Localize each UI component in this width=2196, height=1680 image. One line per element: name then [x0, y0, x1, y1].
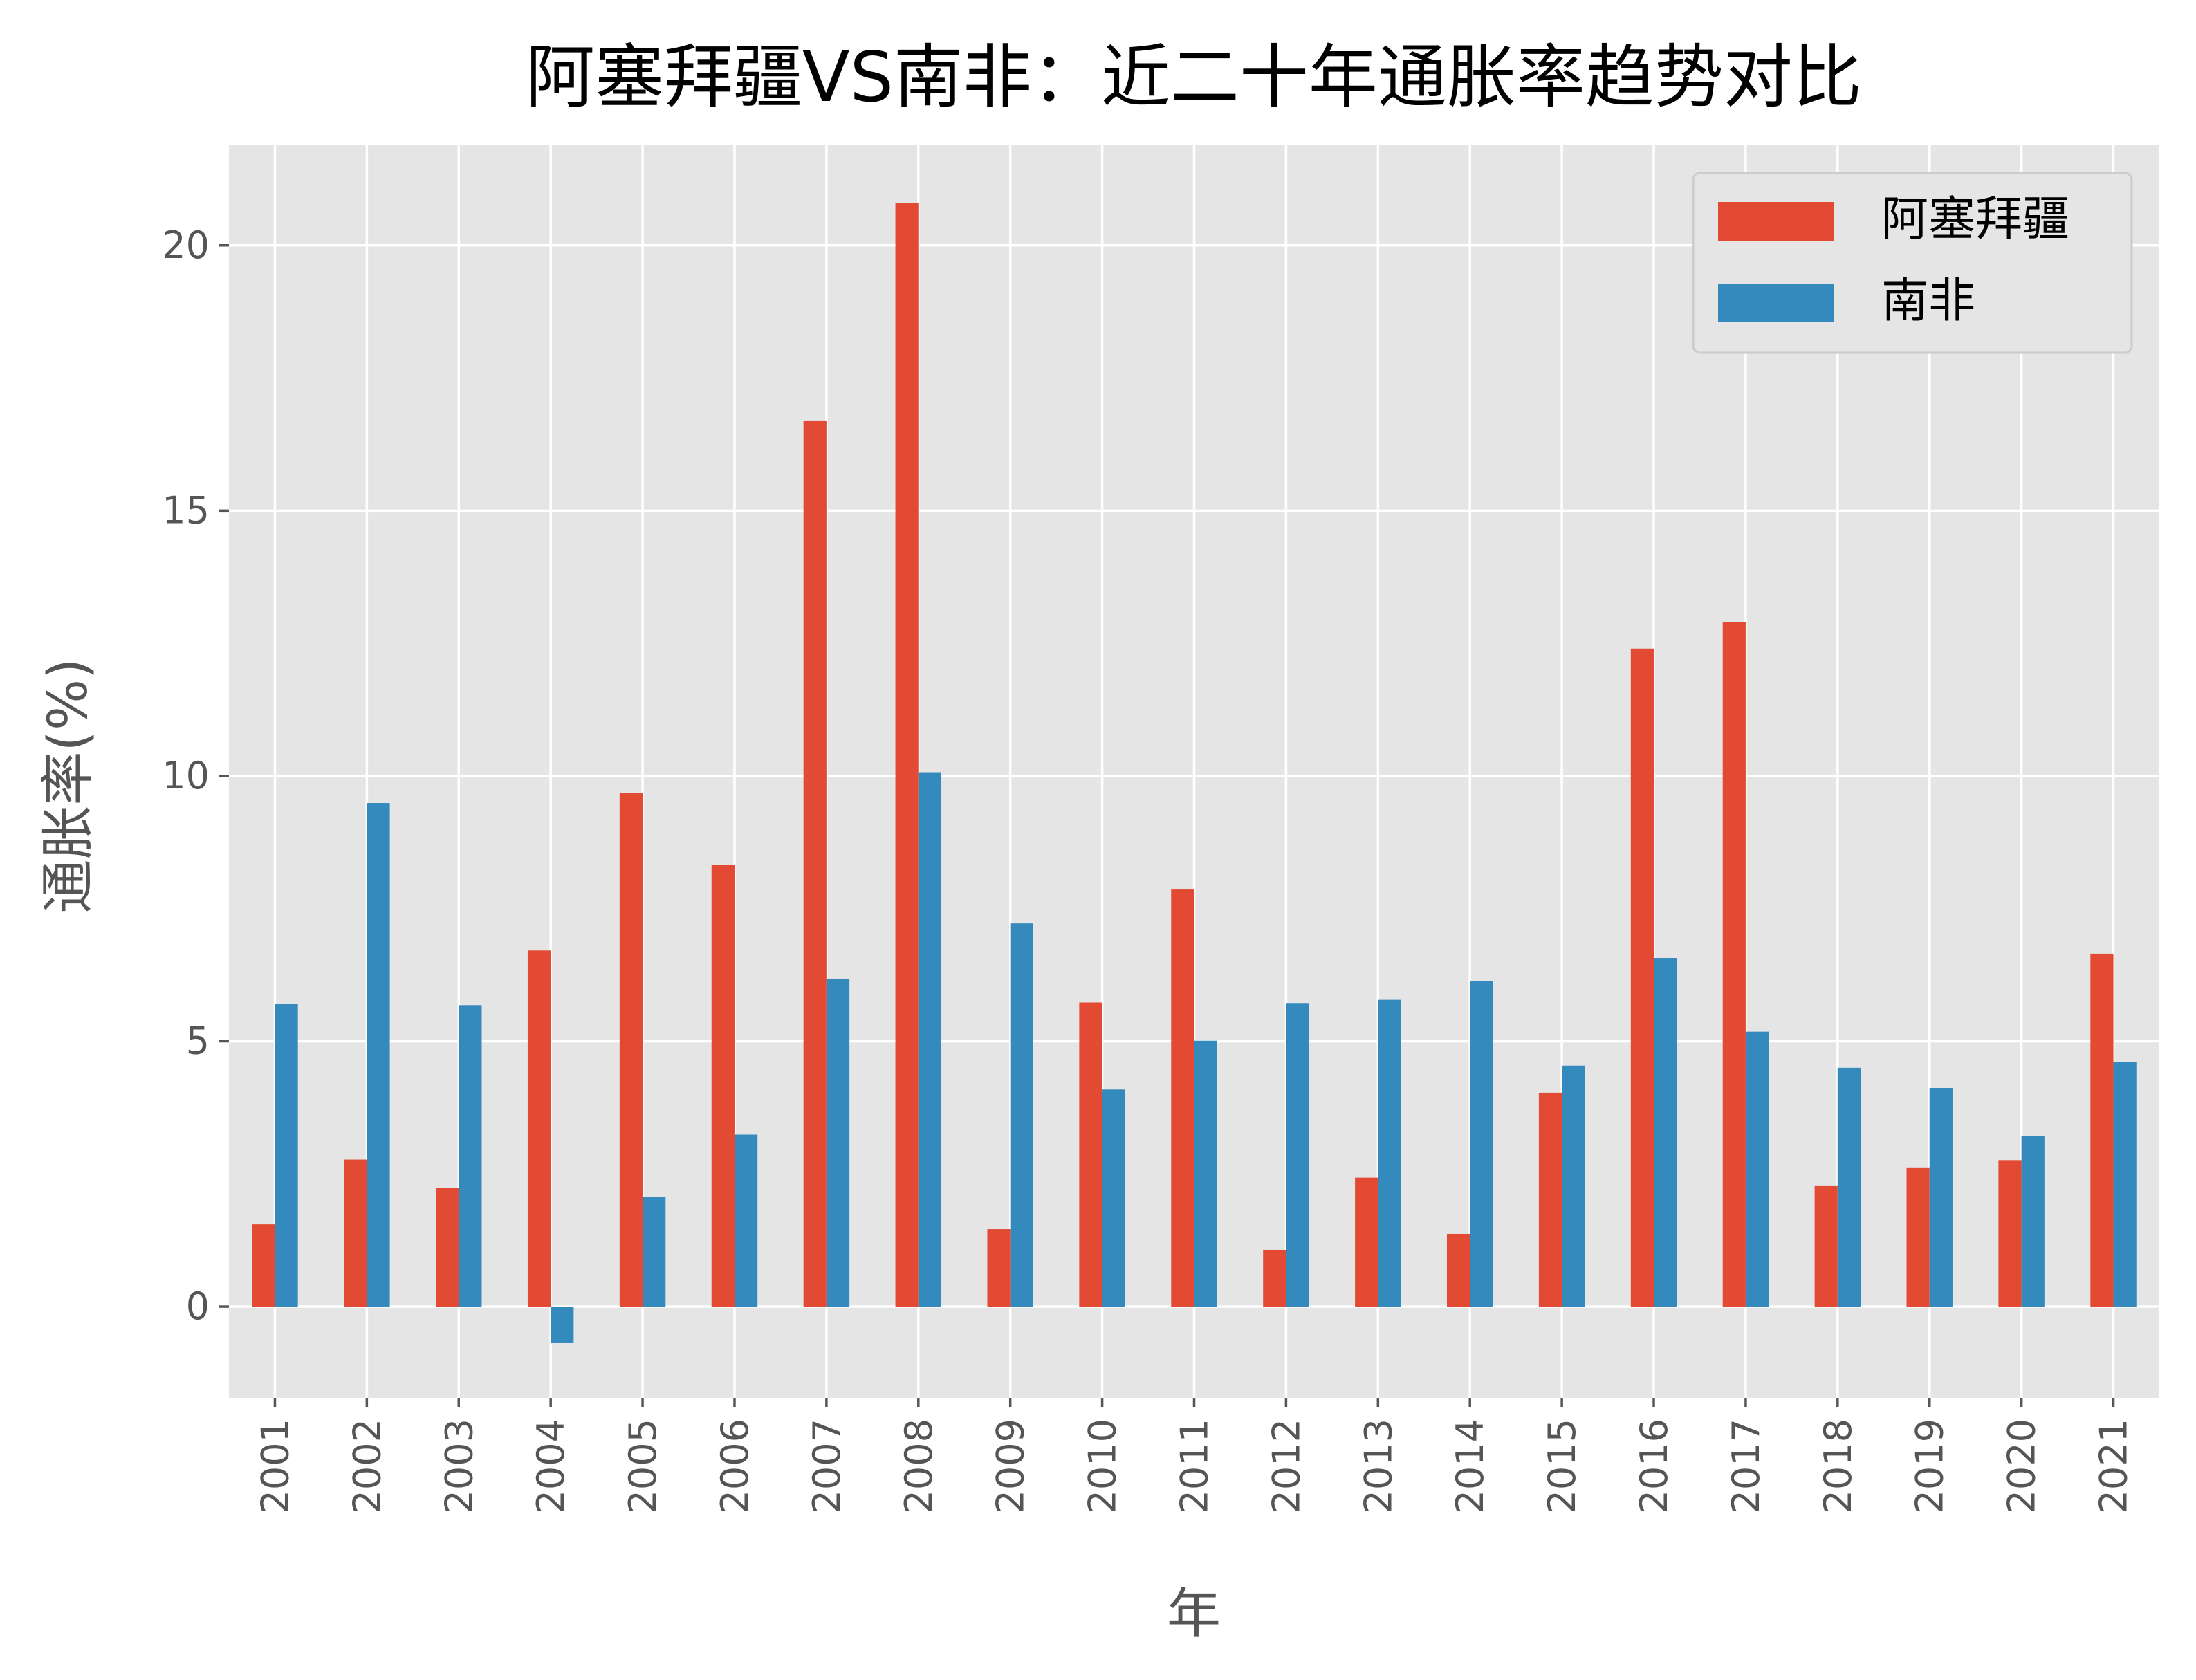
x-tick-label: 2019 — [1908, 1419, 1952, 1513]
bar-azerbaijan — [1079, 1002, 1102, 1307]
chart-title: 阿塞拜疆VS南非：近二十年通胀率趋势对比 — [526, 37, 1862, 118]
bar-azerbaijan — [1355, 1177, 1378, 1307]
bar-azerbaijan — [895, 203, 919, 1307]
x-tick-label: 2006 — [713, 1419, 757, 1513]
bar-south-africa — [551, 1307, 574, 1343]
x-tick-label: 2010 — [1081, 1419, 1125, 1513]
bar-south-africa — [2113, 1062, 2137, 1307]
bar-azerbaijan — [527, 950, 551, 1307]
y-tick-label: 20 — [162, 223, 210, 267]
bar-south-africa — [1562, 1065, 1585, 1307]
bar-azerbaijan — [711, 865, 735, 1307]
bar-south-africa — [1102, 1089, 1125, 1307]
x-tick-label: 2015 — [1540, 1419, 1584, 1513]
y-tick-label: 0 — [186, 1284, 210, 1328]
bar-azerbaijan — [1446, 1233, 1470, 1307]
legend-swatch — [1718, 284, 1834, 322]
x-tick-label: 2020 — [2000, 1419, 2044, 1513]
legend-swatch — [1718, 202, 1834, 241]
x-tick-label: 2007 — [805, 1419, 849, 1513]
bar-south-africa — [367, 803, 390, 1307]
bar-azerbaijan — [1906, 1167, 1930, 1307]
bar-azerbaijan — [1814, 1185, 1838, 1307]
bar-south-africa — [918, 772, 942, 1307]
bar-south-africa — [643, 1197, 666, 1307]
x-tick-label: 2013 — [1356, 1419, 1400, 1513]
x-axis-label: 年 — [1167, 1583, 1221, 1645]
x-tick-label: 2016 — [1632, 1419, 1676, 1513]
x-tick-label: 2008 — [897, 1419, 941, 1513]
x-tick-label: 2014 — [1448, 1419, 1492, 1513]
y-tick-label: 15 — [162, 488, 210, 532]
bar-south-africa — [1654, 958, 1677, 1307]
y-tick-label: 10 — [162, 754, 210, 797]
x-tick-label: 2021 — [2092, 1419, 2136, 1513]
legend-label: 阿塞拜疆 — [1881, 192, 2069, 247]
y-tick-label: 5 — [186, 1019, 210, 1062]
bar-south-africa — [1194, 1040, 1217, 1307]
bar-azerbaijan — [803, 420, 827, 1307]
bar-azerbaijan — [1538, 1092, 1562, 1307]
bar-south-africa — [2021, 1136, 2045, 1307]
bar-south-africa — [1929, 1087, 1953, 1307]
x-tick-label: 2009 — [989, 1419, 1033, 1513]
bar-south-africa — [1837, 1067, 1861, 1307]
bar-south-africa — [1010, 923, 1033, 1307]
bar-azerbaijan — [252, 1224, 275, 1307]
bar-azerbaijan — [1171, 889, 1194, 1307]
x-tick-label: 2002 — [345, 1419, 389, 1513]
bar-south-africa — [826, 978, 850, 1307]
x-tick-label: 2003 — [437, 1419, 481, 1513]
bar-south-africa — [1470, 981, 1493, 1307]
bar-azerbaijan — [1263, 1249, 1286, 1307]
bar-azerbaijan — [2090, 953, 2114, 1307]
legend-label: 南非 — [1881, 274, 1975, 329]
x-tick-label: 2001 — [253, 1419, 297, 1513]
bar-azerbaijan — [987, 1229, 1011, 1307]
bar-south-africa — [275, 1004, 298, 1307]
bar-azerbaijan — [619, 793, 643, 1307]
bar-azerbaijan — [436, 1188, 459, 1307]
x-tick-label: 2018 — [1816, 1419, 1860, 1513]
bar-south-africa — [734, 1134, 758, 1307]
y-axis-label: 通胀率(%) — [37, 658, 100, 914]
bar-azerbaijan — [1998, 1160, 2022, 1307]
x-tick-label: 2011 — [1173, 1419, 1217, 1513]
x-tick-label: 2004 — [529, 1419, 573, 1513]
bar-azerbaijan — [1630, 648, 1654, 1307]
x-tick-label: 2005 — [621, 1419, 665, 1513]
bar-south-africa — [459, 1005, 482, 1307]
bar-azerbaijan — [1722, 622, 1746, 1307]
bar-azerbaijan — [344, 1159, 367, 1307]
x-tick-label: 2012 — [1264, 1419, 1308, 1513]
bar-south-africa — [1745, 1031, 1769, 1307]
x-tick-label: 2017 — [1724, 1419, 1768, 1513]
bar-south-africa — [1378, 999, 1401, 1307]
bar-south-africa — [1286, 1003, 1309, 1307]
